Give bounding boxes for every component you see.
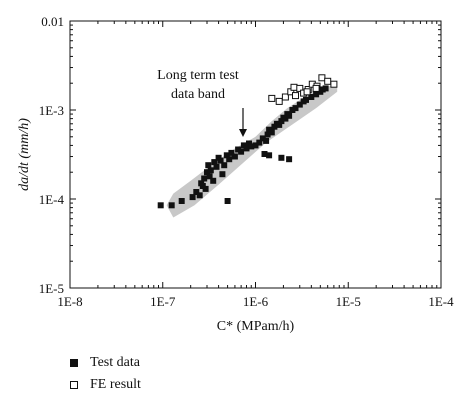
test-data-point [168, 202, 175, 209]
test-data-point [289, 107, 296, 113]
fe-result-point [281, 93, 289, 101]
y-tick-label: 0.01 [41, 14, 64, 29]
test-data-point [231, 153, 238, 160]
fe-result-point [290, 83, 298, 91]
legend: Test data FE result [70, 352, 270, 396]
test-data-point [189, 194, 196, 201]
test-data-point [221, 162, 228, 169]
test-data-point [266, 152, 273, 159]
test-data-point [224, 198, 231, 204]
test-data-point [223, 152, 230, 159]
test-data-point [219, 171, 226, 178]
test-data-point [286, 112, 293, 119]
fe-result-point [303, 88, 311, 96]
test-data-point [322, 85, 329, 92]
test-data-point [213, 163, 220, 170]
legend-label-fe-result: FE result [90, 377, 141, 392]
test-data-point [268, 129, 275, 136]
test-data-point [207, 167, 214, 174]
x-tick-label: 1E-5 [336, 294, 361, 309]
test-data-point [196, 192, 203, 199]
fe-result-point [292, 92, 299, 100]
test-data-point [228, 149, 235, 156]
x-axis-label: C* (MPam/h) [217, 319, 295, 334]
test-data-point [313, 91, 320, 98]
fe-result-point [312, 84, 320, 92]
test-data-point [201, 175, 208, 182]
annotation-arrow-head-icon [239, 129, 247, 137]
y-axis-label: da/dt (mm/h) [17, 118, 32, 191]
fe-result-point [268, 94, 276, 102]
test-data-point [210, 177, 217, 184]
test-data-point [282, 115, 289, 122]
test-data-point [252, 142, 259, 149]
test-data-point [248, 143, 255, 150]
test-data-point [292, 105, 299, 112]
y-tick-label: 1E-4 [39, 192, 65, 207]
legend-item-test-data: Test data [70, 352, 270, 374]
test-data-point [204, 169, 210, 176]
test-data-point [308, 94, 315, 100]
test-data-point [243, 145, 250, 152]
fe-result-point [330, 80, 338, 88]
test-data-point [259, 135, 266, 142]
test-data-point [202, 185, 209, 192]
test-data-point [261, 151, 268, 157]
test-data-point [238, 148, 245, 155]
band-annotation-text: data band [171, 87, 225, 102]
axis-labels-layer: 1E-8 1E-7 1E-6 1E-5 1E-4 1E-5 1E-4 1E-3 0.01 C* (… [17, 14, 454, 334]
test-data-point [278, 154, 285, 161]
fe-result-point [318, 74, 326, 82]
long-term-test-data-band [166, 86, 338, 218]
x-tick-label: 1E-7 [150, 294, 176, 309]
band-annotation-text: Long term test [157, 68, 239, 83]
test-data-point [157, 202, 164, 209]
test-data-point [286, 156, 293, 163]
legend-label-test-data: Test data [90, 355, 140, 370]
filled-square-marker-icon [70, 359, 78, 367]
test-data-point [205, 162, 212, 169]
test-data-point [278, 118, 285, 125]
axis-ticks-layer [69, 20, 442, 289]
test-data-point [296, 101, 303, 108]
x-tick-label: 1E-4 [428, 294, 454, 309]
annotation-layer: Long term test data band [157, 68, 247, 137]
test-data-point [303, 96, 309, 103]
y-tick-label: 1E-5 [39, 281, 64, 296]
x-tick-label: 1E-6 [243, 294, 269, 309]
fe-result-point [324, 77, 332, 85]
x-tick-label: 1E-8 [57, 294, 82, 309]
test-data-point [264, 131, 271, 138]
test-data-point [206, 173, 213, 180]
legend-item-fe-result: FE result [70, 374, 270, 396]
fe-result-point [296, 84, 304, 92]
test-data-point [178, 198, 185, 204]
test-data-point [211, 159, 218, 166]
test-data-point [193, 189, 200, 195]
test-data-point [263, 137, 270, 144]
test-data-point [217, 157, 224, 164]
fe-result-point [275, 97, 283, 105]
y-tick-label: 1E-3 [39, 103, 64, 118]
test-data-point [276, 121, 283, 128]
plot-frame [69, 20, 442, 289]
hollow-square-marker-icon [70, 381, 78, 389]
data-band-layer [166, 86, 338, 218]
test-data-point [226, 156, 233, 163]
test-data-point [256, 139, 263, 146]
data-points-layer [157, 74, 338, 209]
